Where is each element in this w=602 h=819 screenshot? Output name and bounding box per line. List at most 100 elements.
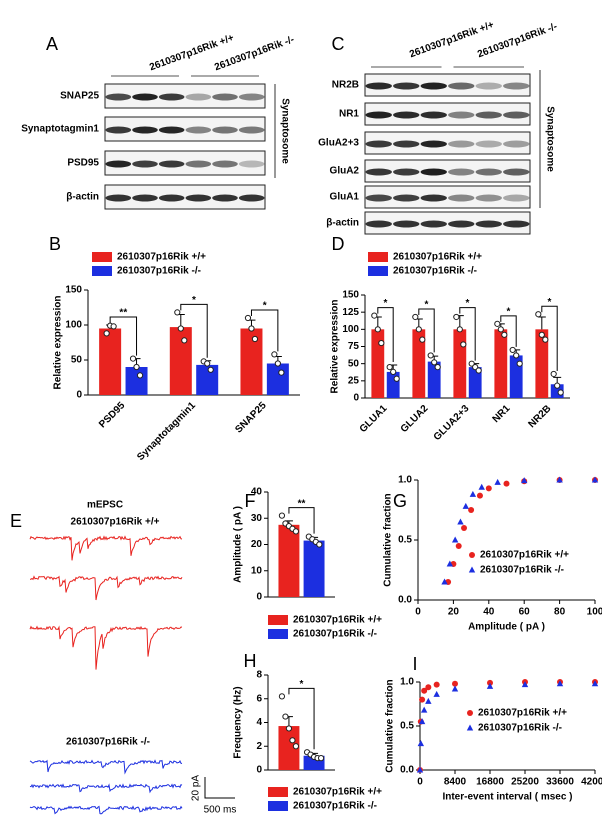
y-tick-label: 25 bbox=[348, 375, 360, 386]
bar bbox=[468, 367, 482, 398]
dot bbox=[434, 364, 441, 371]
bar bbox=[494, 329, 508, 398]
row-label: GluA2+3 bbox=[318, 138, 359, 149]
point bbox=[452, 680, 458, 687]
sig-bracket bbox=[459, 307, 476, 361]
legend-marker bbox=[467, 710, 473, 716]
band bbox=[503, 82, 530, 90]
error-bar bbox=[537, 316, 546, 330]
x-tick-label: 0 bbox=[417, 777, 423, 788]
legend-marker bbox=[469, 552, 475, 558]
x-tick-label: 60 bbox=[519, 607, 531, 618]
sig-label: * bbox=[384, 298, 388, 309]
y-axis-label: Relative expression bbox=[330, 300, 341, 394]
dot bbox=[204, 360, 211, 367]
band bbox=[212, 126, 238, 134]
dot bbox=[371, 312, 378, 319]
sig-label: * bbox=[263, 301, 267, 312]
x-tick-label: 20 bbox=[448, 607, 460, 618]
dot bbox=[278, 693, 286, 700]
band bbox=[420, 82, 447, 90]
dot bbox=[431, 359, 438, 366]
legend-swatch bbox=[268, 615, 288, 625]
panel-label: E bbox=[10, 511, 22, 531]
band bbox=[448, 111, 475, 119]
band bbox=[475, 220, 502, 228]
y-tick-label: 1.0 bbox=[398, 475, 412, 486]
dot bbox=[453, 313, 460, 321]
legend-swatch bbox=[268, 629, 288, 639]
band bbox=[365, 220, 392, 228]
band bbox=[420, 194, 447, 202]
sig-bracket bbox=[180, 303, 208, 358]
y-tick-label: 6 bbox=[256, 693, 262, 704]
y-tick-label: 2 bbox=[256, 741, 262, 752]
band bbox=[105, 126, 132, 134]
point bbox=[416, 766, 424, 773]
blot-strip bbox=[104, 184, 266, 210]
dot bbox=[535, 311, 542, 318]
bar bbox=[169, 327, 192, 395]
sig-label: * bbox=[548, 297, 552, 308]
dot bbox=[292, 528, 300, 535]
band bbox=[238, 194, 265, 202]
x-tick-label: 25200 bbox=[511, 777, 539, 788]
blot-strip bbox=[364, 211, 531, 235]
point bbox=[417, 740, 425, 747]
legend-label: 2610307p16Rik +/+ bbox=[478, 708, 567, 719]
sig-bracket bbox=[500, 315, 517, 347]
x-tick-label: 40 bbox=[483, 607, 495, 618]
bar bbox=[303, 540, 325, 597]
x-tick-label: 0 bbox=[415, 607, 421, 618]
band bbox=[503, 111, 530, 119]
dot bbox=[501, 331, 508, 338]
dot bbox=[456, 326, 463, 333]
legend-label: 2610307p16Rik -/- bbox=[117, 266, 201, 277]
panel-label: F bbox=[245, 491, 256, 511]
band bbox=[393, 168, 420, 176]
point bbox=[421, 687, 428, 694]
x-tick-label: SNAP25 bbox=[233, 400, 269, 436]
blot-strip bbox=[364, 73, 531, 97]
y-tick-label: 10 bbox=[251, 565, 263, 576]
band bbox=[475, 111, 502, 119]
band bbox=[212, 93, 238, 101]
band bbox=[393, 220, 420, 228]
band bbox=[158, 93, 185, 101]
point bbox=[451, 685, 459, 692]
band bbox=[105, 194, 132, 202]
y-tick-label: 150 bbox=[65, 285, 82, 296]
band bbox=[503, 168, 530, 176]
x-tick-label: GLUA2+3 bbox=[432, 403, 472, 443]
y-tick-label: 30 bbox=[251, 513, 263, 524]
bar bbox=[196, 364, 219, 395]
x-tick-label: 80 bbox=[554, 607, 566, 618]
band bbox=[105, 160, 132, 168]
y-tick-label: 125 bbox=[342, 307, 359, 318]
trace bbox=[29, 805, 183, 815]
band bbox=[448, 82, 475, 90]
dot bbox=[427, 352, 434, 359]
dot bbox=[292, 743, 300, 750]
dot bbox=[278, 512, 286, 519]
band bbox=[158, 194, 185, 202]
x-tick-label: 42000 bbox=[581, 777, 602, 788]
dot bbox=[133, 363, 140, 371]
sig-bracket bbox=[377, 307, 394, 363]
sig-bracket bbox=[541, 305, 558, 371]
bar bbox=[386, 371, 400, 398]
y-axis-label: Cumulative fraction bbox=[385, 679, 396, 772]
dot bbox=[207, 366, 214, 373]
band bbox=[448, 168, 475, 176]
row-label: NR2B bbox=[332, 80, 359, 91]
dot bbox=[386, 364, 393, 371]
trace bbox=[29, 759, 183, 775]
point bbox=[425, 684, 432, 691]
dot bbox=[129, 355, 137, 362]
legend-swatch bbox=[92, 252, 112, 262]
legend-label: 2610307p16Rik +/+ bbox=[480, 550, 569, 561]
sig-bracket bbox=[250, 309, 279, 352]
sig-bracket bbox=[109, 316, 138, 356]
band bbox=[185, 194, 212, 202]
legend-label: 2610307p16Rik +/+ bbox=[117, 252, 206, 263]
